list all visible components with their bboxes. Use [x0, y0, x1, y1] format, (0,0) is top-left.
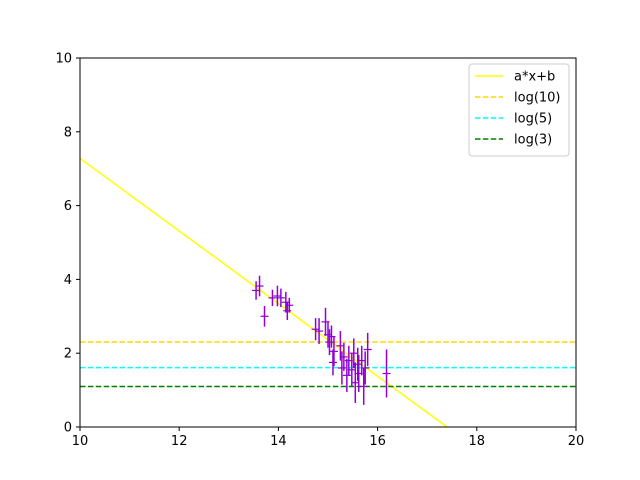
data-point [329, 336, 338, 367]
data-point [315, 318, 324, 344]
data-point [336, 331, 345, 361]
data-point [339, 342, 348, 371]
legend-label: log(3) [514, 133, 552, 148]
data-point [351, 362, 360, 404]
data-point [328, 349, 337, 376]
x-tick-label: 18 [469, 434, 486, 449]
data-point [252, 281, 261, 300]
data-point [324, 321, 332, 348]
legend-label: a*x+b [514, 70, 555, 85]
y-tick-label: 6 [64, 199, 72, 214]
data-point [357, 345, 366, 376]
data-point [361, 351, 370, 385]
axes: 10 12 14 16 18 20 0 2 4 6 8 10 [55, 52, 584, 450]
legend-label: log(10) [514, 91, 561, 106]
data-point [311, 318, 320, 341]
data-point [273, 285, 282, 307]
data-point [382, 349, 391, 398]
data-point [281, 291, 290, 313]
legend-label: log(5) [514, 112, 552, 127]
y-tick-label: 0 [64, 421, 72, 436]
x-tick-label: 14 [270, 434, 287, 449]
data-point [260, 305, 269, 327]
x-tick-label: 20 [568, 434, 585, 449]
axes-frame [79, 57, 577, 428]
data-point [276, 288, 285, 308]
y-tick-label: 8 [64, 125, 72, 140]
data-point [268, 289, 277, 306]
x-tick-label: 12 [171, 434, 188, 449]
data-point [349, 338, 358, 368]
data-point [363, 332, 372, 367]
y-tick-label: 4 [64, 273, 72, 288]
legend-box [468, 63, 570, 157]
data-point [347, 353, 356, 387]
y-tick-label: 10 [55, 52, 72, 67]
y-tick-label: 2 [64, 347, 72, 362]
data-point [359, 367, 368, 405]
data-point [255, 275, 264, 297]
x-tick-label: 10 [72, 434, 89, 449]
plot-area [80, 157, 576, 427]
data-point [353, 347, 362, 381]
data-point [285, 297, 294, 313]
plot-series-group [80, 157, 576, 427]
legend: a*x+b log(10) log(5) log(3) [468, 63, 570, 157]
x-tick-label: 16 [369, 434, 386, 449]
